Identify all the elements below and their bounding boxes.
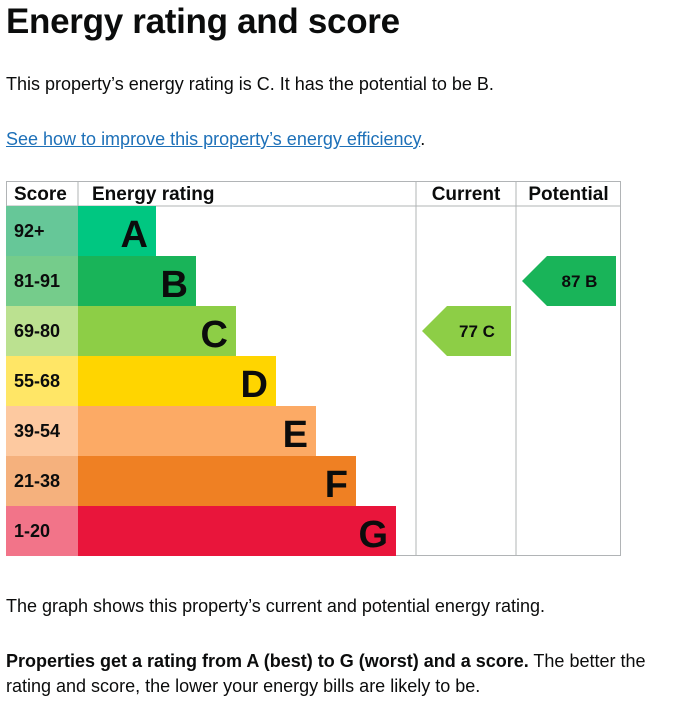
score-cell-d xyxy=(6,356,78,406)
rating-explanation-bold: Properties get a rating from A (best) to… xyxy=(6,651,529,671)
rating-letter-g: G xyxy=(358,514,388,556)
rating-letter-e: E xyxy=(283,414,308,456)
rating-letter-d: D xyxy=(241,364,268,406)
epc-rating-graph: Score Energy rating Current Potential 92+ A 81… xyxy=(6,181,621,556)
rating-bar-d xyxy=(78,356,276,406)
score-cell-e xyxy=(6,406,78,456)
rating-explanation: Properties get a rating from A (best) to… xyxy=(6,649,646,699)
rating-letter-f: F xyxy=(325,464,348,506)
rating-bar-a xyxy=(78,206,156,256)
score-cell-a xyxy=(6,206,78,256)
rating-letter-b: B xyxy=(161,264,188,306)
score-range-c: 69-80 xyxy=(14,321,60,341)
score-cell-g xyxy=(6,506,78,556)
score-cell-c xyxy=(6,306,78,356)
score-range-b: 81-91 xyxy=(14,271,60,291)
rating-explanation-rest: The better the rating and score, the low… xyxy=(6,651,646,696)
improve-energy-efficiency-link[interactable]: See how to improve this property’s energ… xyxy=(6,129,421,149)
rating-letter-a: A xyxy=(121,214,148,256)
score-cell-b xyxy=(6,256,78,306)
potential-arrow xyxy=(522,256,616,306)
score-range-f: 21-38 xyxy=(14,471,60,491)
header-score: Score xyxy=(14,184,67,205)
rating-bar-g xyxy=(78,506,396,556)
improve-paragraph: See how to improve this property’s energ… xyxy=(6,127,425,151)
header-potential: Potential xyxy=(528,184,608,205)
improve-link-suffix: . xyxy=(420,129,426,149)
header-energy-rating: Energy rating xyxy=(92,184,214,205)
score-range-d: 55-68 xyxy=(14,371,60,391)
rating-bar-c xyxy=(78,306,236,356)
score-cell-f xyxy=(6,456,78,506)
epc-chart-svg: Score Energy rating Current Potential 92+ A 81… xyxy=(6,181,621,556)
current-arrow xyxy=(422,306,511,356)
graph-description: The graph shows this property’s current … xyxy=(6,596,545,616)
score-range-g: 1-20 xyxy=(14,521,50,541)
rating-bar-b xyxy=(78,256,196,306)
rating-letter-c: C xyxy=(201,314,228,356)
score-range-e: 39-54 xyxy=(14,421,60,441)
header-current: Current xyxy=(432,184,501,205)
rating-bar-f xyxy=(78,456,356,506)
current-rating-label: 77 C xyxy=(459,322,495,341)
potential-rating-label: 87 B xyxy=(562,272,598,291)
energy-rating-summary: This property’s energy rating is C. It h… xyxy=(6,74,494,94)
rating-bar-e xyxy=(78,406,316,456)
score-range-a: 92+ xyxy=(14,221,45,241)
page-title: Energy rating and score xyxy=(6,2,400,41)
